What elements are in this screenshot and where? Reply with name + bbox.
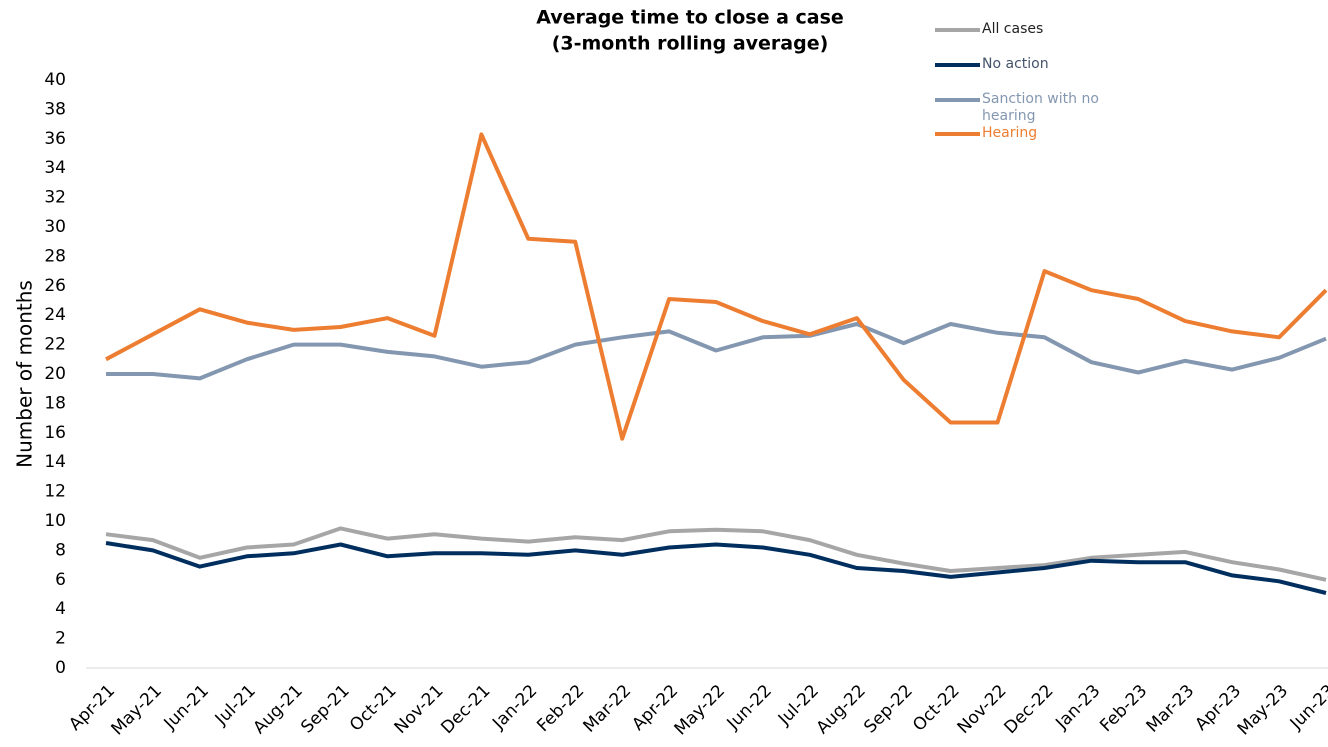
x-tick-label: Oct-22: [909, 681, 964, 736]
y-tick-label: 36: [44, 129, 66, 149]
legend-label: Hearing: [982, 125, 1038, 141]
x-tick-label: Jun-23: [1286, 681, 1328, 734]
y-tick-label: 28: [44, 246, 66, 266]
y-tick-label: 6: [55, 570, 66, 590]
x-tick-label: Feb-22: [533, 681, 588, 736]
y-axis-label: Number of months: [13, 280, 37, 468]
y-tick-label: 18: [44, 393, 66, 413]
x-tick-label: Dec-21: [437, 681, 494, 738]
y-tick-label: 34: [44, 158, 66, 178]
x-tick-label: Dec-22: [1000, 681, 1057, 738]
x-tick-label: Aug-22: [813, 681, 870, 738]
y-tick-label: 14: [44, 452, 66, 472]
y-tick-label: 16: [44, 423, 66, 443]
y-tick-label: 26: [44, 276, 66, 296]
y-tick-label: 40: [44, 70, 66, 90]
legend-item: All cases: [982, 21, 1044, 37]
legend-item: Sanction with no hearing: [982, 91, 1099, 124]
y-tick-label: 24: [44, 305, 66, 325]
y-tick-label: 2: [55, 629, 66, 649]
y-tick-label: 10: [44, 511, 66, 531]
series-line: [106, 322, 1327, 381]
x-tick-label: Nov-21: [391, 681, 448, 738]
x-tick-label: May-21: [108, 681, 166, 739]
chart-title: Average time to close a case: [536, 7, 844, 29]
x-tick-label: Sep-21: [297, 681, 353, 737]
y-tick-label: 20: [44, 364, 66, 384]
x-tick-label: Jan-23: [1051, 681, 1104, 734]
legend-label: No action: [982, 56, 1049, 72]
legend-label: All cases: [982, 21, 1044, 37]
x-tick-label: Mar-23: [1143, 681, 1199, 737]
x-tick-label: May-22: [671, 681, 729, 739]
y-tick-label: 38: [44, 99, 66, 119]
y-tick-label: 12: [44, 482, 66, 502]
y-tick-label: 22: [44, 335, 66, 355]
x-tick-label: Feb-23: [1096, 681, 1151, 736]
legend-item: No action: [982, 56, 1049, 72]
x-tick-label: Sep-22: [860, 681, 916, 737]
x-tick-label: Mar-22: [580, 681, 636, 737]
legend-item: Hearing: [982, 125, 1038, 141]
series-line: [105, 132, 1328, 441]
series-line: [105, 541, 1327, 595]
legend-label: Sanction with no hearing: [982, 91, 1099, 124]
x-tick-label: May-23: [1234, 681, 1292, 739]
y-tick-label: 8: [55, 540, 66, 560]
y-tick-label: 4: [55, 599, 66, 619]
x-tick-label: Jan-22: [488, 681, 541, 734]
x-tick-label: Oct-21: [346, 681, 401, 736]
x-tick-label: Nov-22: [954, 681, 1011, 738]
y-tick-label: 30: [44, 217, 66, 237]
x-tick-label: Jun-22: [723, 681, 776, 734]
y-tick-label: 32: [44, 188, 66, 208]
x-tick-label: Aug-21: [250, 681, 307, 738]
x-tick-label: Jun-21: [160, 681, 213, 734]
chart-subtitle: (3-month rolling average): [552, 33, 829, 55]
series-line: [105, 526, 1327, 582]
y-tick-label: 0: [55, 658, 66, 678]
